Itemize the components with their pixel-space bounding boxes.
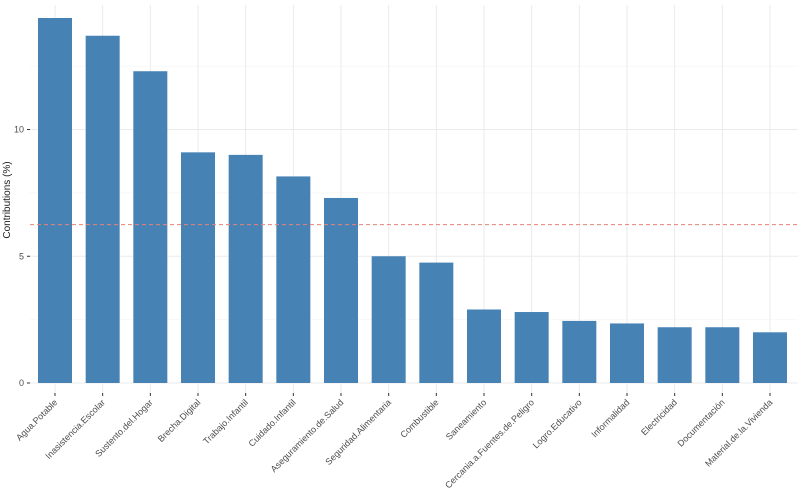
x-tick-label: Saneamiento	[444, 397, 489, 442]
bar-11	[562, 320, 597, 383]
y-tick-label: 10	[14, 125, 24, 135]
x-tick-label: Agua.Potable	[14, 397, 59, 442]
y-axis: 0 5 10	[14, 125, 30, 388]
bar-15	[753, 332, 787, 383]
x-tick-label: Documentación	[675, 397, 726, 448]
x-tick-label: Trabajo.Infantil	[201, 397, 250, 446]
bars	[38, 18, 787, 384]
bar-14	[705, 327, 740, 383]
bar-10	[514, 312, 549, 383]
bar-4	[228, 154, 263, 383]
bar-6	[324, 197, 358, 383]
bar-1	[85, 35, 120, 384]
x-tick-label: Cuidado.Infantil	[246, 397, 297, 448]
x-tick-label: Cercania.a.Fuentes.de.Peligro	[443, 397, 536, 488]
bar-9	[467, 309, 501, 383]
x-tick-label: Combustible	[398, 397, 440, 439]
x-tick-label: Brecha.Digital	[156, 397, 203, 444]
y-tick-label: 5	[19, 251, 24, 261]
bar-7	[371, 256, 406, 383]
bar-12	[610, 323, 644, 383]
y-tick-label: 0	[19, 378, 24, 388]
x-tick-label: Informalidad	[589, 397, 631, 439]
bar-2	[133, 71, 168, 384]
bar-5	[276, 176, 311, 383]
bar-8	[419, 262, 454, 383]
x-axis: Agua.PotableInasistencia.EscolarSustento…	[14, 393, 774, 488]
bar-0	[38, 18, 72, 383]
bar-13	[657, 327, 692, 383]
x-tick-label: Logro.Educativo	[531, 397, 584, 450]
x-tick-label: Electricidad	[639, 397, 679, 437]
y-axis-title: Contributions (%)	[2, 161, 13, 238]
bar-3	[181, 152, 215, 383]
